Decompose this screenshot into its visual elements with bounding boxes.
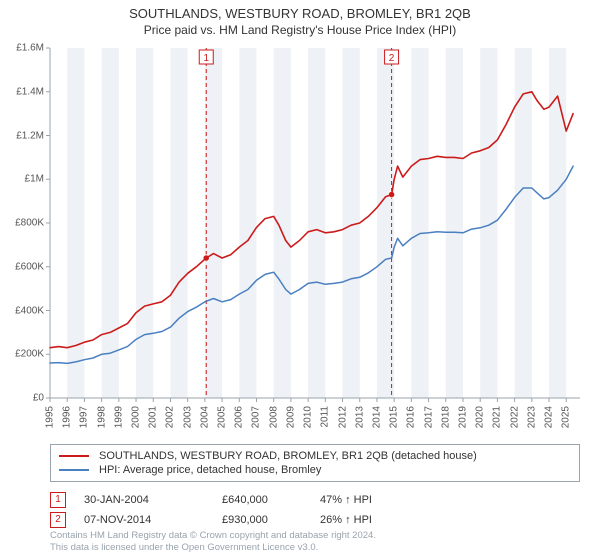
x-tick-label: 2016 <box>406 406 417 428</box>
y-tick-label: £1.2M <box>16 130 44 141</box>
x-tick-label: 1997 <box>79 406 90 428</box>
sale-price: £640,000 <box>222 494 302 506</box>
x-tick-label: 2004 <box>199 406 210 428</box>
x-tick-label: 1996 <box>62 406 73 428</box>
footer-attribution: Contains HM Land Registry data © Crown c… <box>50 530 580 554</box>
x-tick-label: 2018 <box>440 406 451 428</box>
x-tick-label: 2015 <box>389 406 400 428</box>
footer-line1: Contains HM Land Registry data © Crown c… <box>50 530 376 541</box>
legend-item: SOUTHLANDS, WESTBURY ROAD, BROMLEY, BR1 … <box>59 449 571 463</box>
x-tick-label: 2017 <box>423 406 434 428</box>
svg-text:1: 1 <box>203 53 209 64</box>
sale-marker-badge: 2 <box>50 512 66 528</box>
sale-events: 1 30-JAN-2004 £640,000 47% ↑ HPI 2 07-NOV-201… <box>50 490 580 530</box>
x-tick-label: 2011 <box>320 406 331 428</box>
sale-date: 30-JAN-2004 <box>84 494 204 506</box>
y-tick-label: £200K <box>15 349 44 360</box>
x-tick-label: 2007 <box>251 406 262 428</box>
y-tick-label: £1.6M <box>16 43 44 54</box>
x-tick-label: 2013 <box>354 406 365 428</box>
chart-title-sub: Price paid vs. HM Land Registry's House … <box>0 23 600 37</box>
x-tick-label: 2010 <box>303 406 314 428</box>
svg-text:2: 2 <box>389 53 395 64</box>
y-tick-label: £0 <box>33 393 44 404</box>
sale-row: 2 07-NOV-2014 £930,000 26% ↑ HPI <box>50 510 580 530</box>
x-tick-label: 2012 <box>337 406 348 428</box>
x-tick-label: 2014 <box>371 406 382 428</box>
sale-row: 1 30-JAN-2004 £640,000 47% ↑ HPI <box>50 490 580 510</box>
chart-plot-area: 12 <box>50 48 580 398</box>
x-tick-label: 2000 <box>131 406 142 428</box>
y-tick-label: £400K <box>15 305 44 316</box>
x-tick-label: 2002 <box>165 406 176 428</box>
y-axis: £0£200K£400K£600K£800K£1M£1.2M£1.4M£1.6M <box>0 48 48 398</box>
legend-swatch <box>59 469 89 471</box>
x-tick-label: 2001 <box>148 406 159 428</box>
x-tick-label: 2025 <box>561 406 572 428</box>
x-tick-label: 2024 <box>544 406 555 428</box>
y-tick-label: £800K <box>15 218 44 229</box>
x-tick-label: 2009 <box>285 406 296 428</box>
sale-diff-vs-hpi: 26% ↑ HPI <box>320 514 372 526</box>
sale-diff-vs-hpi: 47% ↑ HPI <box>320 494 372 506</box>
x-tick-label: 2019 <box>457 406 468 428</box>
y-tick-label: £1M <box>25 174 44 185</box>
x-axis: 1995199619971998199920002001200220032004… <box>50 400 580 440</box>
y-tick-label: £600K <box>15 261 44 272</box>
legend-label: HPI: Average price, detached house, Brom… <box>99 464 321 476</box>
legend-item: HPI: Average price, detached house, Brom… <box>59 463 571 477</box>
x-tick-label: 2006 <box>234 406 245 428</box>
legend-label: SOUTHLANDS, WESTBURY ROAD, BROMLEY, BR1 … <box>99 450 477 462</box>
x-tick-label: 2008 <box>268 406 279 428</box>
x-tick-label: 2005 <box>217 406 228 428</box>
y-tick-label: £1.4M <box>16 86 44 97</box>
x-tick-label: 1999 <box>113 406 124 428</box>
legend-swatch <box>59 455 89 457</box>
x-tick-label: 1998 <box>96 406 107 428</box>
footer-line2: This data is licensed under the Open Gov… <box>50 542 318 553</box>
x-tick-label: 2003 <box>182 406 193 428</box>
x-tick-label: 1995 <box>45 406 56 428</box>
sale-marker-badge: 1 <box>50 492 66 508</box>
legend: SOUTHLANDS, WESTBURY ROAD, BROMLEY, BR1 … <box>50 444 580 482</box>
x-tick-label: 2021 <box>492 406 503 428</box>
sale-date: 07-NOV-2014 <box>84 514 204 526</box>
x-tick-label: 2023 <box>526 406 537 428</box>
x-tick-label: 2022 <box>509 406 520 428</box>
sale-price: £930,000 <box>222 514 302 526</box>
x-tick-label: 2020 <box>475 406 486 428</box>
chart-title-main: SOUTHLANDS, WESTBURY ROAD, BROMLEY, BR1 … <box>0 6 600 21</box>
